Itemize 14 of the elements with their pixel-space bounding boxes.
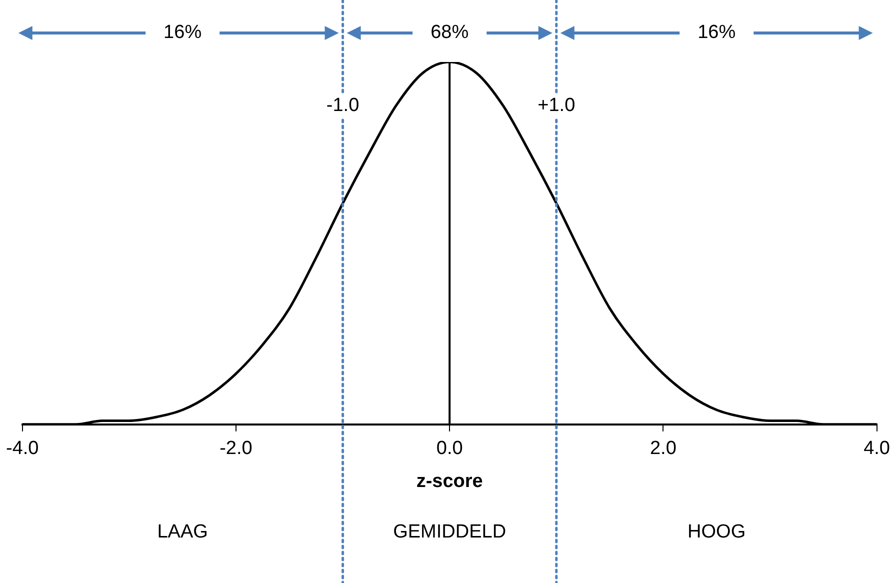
text: 16% bbox=[698, 22, 736, 44]
text: LAAG bbox=[157, 522, 208, 543]
text: 68% bbox=[430, 22, 469, 44]
ref-line-label: -1.0 bbox=[326, 95, 360, 116]
x-tick-label: -2.0 bbox=[220, 438, 252, 460]
ref-line-label: +1.0 bbox=[538, 95, 576, 116]
text: GEMIDDELD bbox=[393, 522, 506, 543]
x-tick-label: 0.0 bbox=[436, 438, 463, 460]
x-tick-label: -4.0 bbox=[6, 438, 39, 460]
x-tick-label: 4.0 bbox=[864, 438, 890, 460]
text: 16% bbox=[164, 22, 202, 44]
text: HOOG bbox=[688, 522, 746, 543]
x-tick-label: 2.0 bbox=[650, 438, 676, 460]
x-axis-title: z-score bbox=[416, 470, 483, 492]
